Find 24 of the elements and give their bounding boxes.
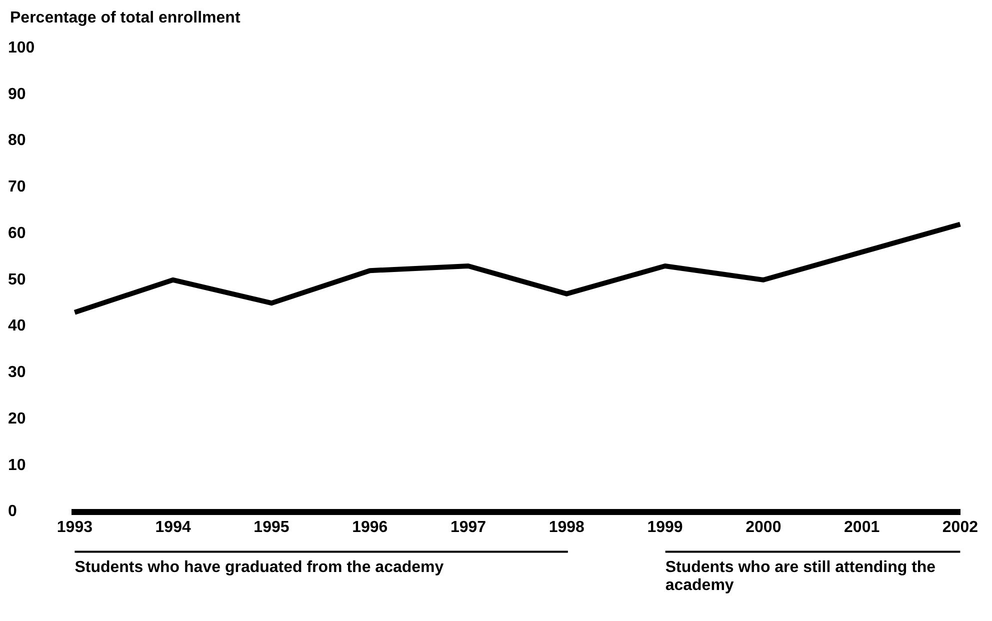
- x-tick-label: 2000: [746, 518, 782, 536]
- text: Students who have graduated from the academy: [74, 559, 444, 576]
- y-tick-label: 60: [8, 224, 26, 242]
- x-tick-label: 1996: [352, 518, 388, 536]
- x-tick-label: 1995: [254, 518, 290, 536]
- x-tick-label: 1999: [647, 518, 683, 536]
- y-tick-label: 90: [8, 86, 26, 103]
- y-tick-label: 30: [8, 364, 26, 382]
- y-tick-label: 50: [8, 271, 26, 288]
- x-tick-label: 1993: [56, 518, 93, 536]
- x-tick-label: 1998: [548, 518, 585, 536]
- text: Students who are still attending the academy: [665, 559, 936, 594]
- y-tick-label: 70: [8, 178, 26, 196]
- x-tick-label: 2002: [942, 518, 978, 536]
- y-axis-title: Percentage of total enrollment: [10, 9, 241, 26]
- x-tick-label: 1997: [450, 518, 486, 536]
- y-tick-label: 20: [8, 410, 26, 428]
- y-tick-label: 80: [8, 132, 26, 150]
- x-tick-label: 2001: [844, 518, 880, 536]
- y-tick-label: 100: [8, 39, 35, 56]
- y-tick-label: 40: [8, 318, 26, 335]
- y-tick-label: 10: [8, 456, 26, 474]
- y-tick-label: 0: [8, 503, 17, 520]
- x-tick-label: 1994: [155, 518, 191, 536]
